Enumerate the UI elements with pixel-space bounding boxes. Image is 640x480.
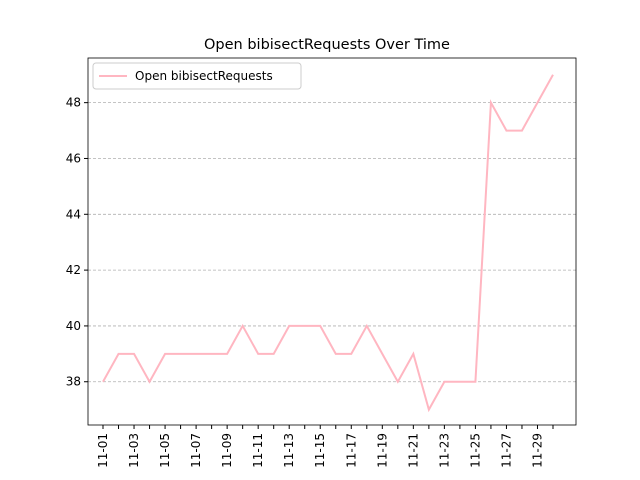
x-tick-label: 11-17 — [344, 433, 358, 468]
x-tick-label: 11-07 — [189, 433, 203, 468]
x-tick-label: 11-25 — [468, 433, 482, 468]
x-tick-label: 11-05 — [158, 433, 172, 468]
x-tick-label: 11-21 — [406, 433, 420, 468]
y-tick-label: 44 — [66, 207, 81, 221]
x-tick-label: 11-27 — [499, 433, 513, 468]
x-tick-label: 11-29 — [530, 433, 544, 468]
x-tick-label: 11-11 — [251, 433, 265, 468]
x-tick-label: 11-09 — [220, 433, 234, 468]
x-tick-label: 11-03 — [127, 433, 141, 468]
y-tick-label: 46 — [66, 151, 81, 165]
legend-label: Open bibisectRequests — [135, 69, 273, 83]
x-tick-label: 11-13 — [282, 433, 296, 468]
y-tick-label: 40 — [66, 319, 81, 333]
y-tick-label: 48 — [66, 96, 81, 110]
x-tick-label: 11-23 — [437, 433, 451, 468]
data-line — [102, 74, 554, 413]
chart-title: Open bibisectRequests Over Time — [204, 37, 450, 53]
plot-frame — [87, 57, 577, 426]
x-tick-label: 11-01 — [96, 433, 110, 468]
x-tick-label: 11-19 — [375, 433, 389, 468]
legend-box — [92, 62, 302, 90]
y-tick-label: 42 — [66, 263, 81, 277]
y-tick-label: 38 — [66, 375, 81, 389]
x-tick-label: 11-15 — [313, 433, 327, 468]
